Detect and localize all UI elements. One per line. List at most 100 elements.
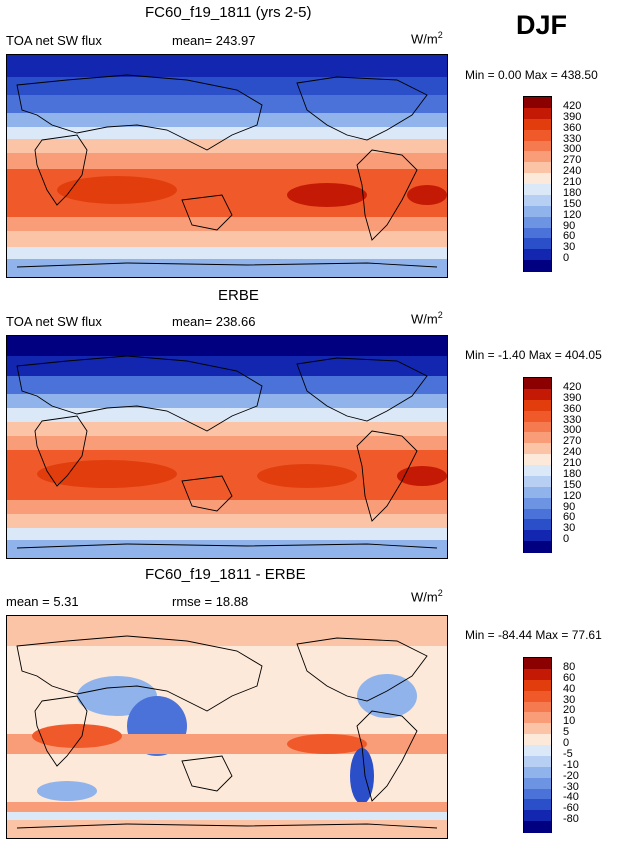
panel-2-title: ERBE	[218, 287, 259, 304]
colorbar-swatch	[524, 486, 551, 499]
colorbar-swatch	[524, 432, 551, 444]
colorbar-swatch	[524, 443, 551, 455]
colorbar-label: 270	[563, 154, 582, 167]
colorbar-label: 150	[563, 478, 582, 491]
colorbar-label: 420	[563, 99, 582, 112]
panel-3-mean: mean = 5.31	[6, 594, 79, 609]
panel-2-colorbar	[523, 377, 552, 553]
colorbar-swatch	[524, 97, 551, 109]
colorbar-label: 60	[563, 511, 576, 524]
colorbar-label: 120	[563, 489, 582, 502]
panel-2-map-svg	[7, 336, 447, 558]
colorbar-swatch	[524, 388, 551, 401]
colorbar-label: 330	[563, 132, 582, 145]
panel-3-rmse: rmse = 18.88	[172, 594, 249, 609]
colorbar-label: 120	[563, 208, 582, 221]
colorbar-swatch	[524, 465, 551, 477]
colorbar-label: 300	[563, 143, 582, 156]
panel-3-title: FC60_f19_1811 - ERBE	[145, 566, 306, 583]
panel-2-map	[6, 335, 448, 559]
colorbar-swatch	[524, 658, 551, 670]
colorbar-label: 30	[563, 522, 576, 535]
colorbar-swatch	[524, 378, 551, 390]
colorbar-label: 210	[563, 176, 582, 188]
colorbar-swatch	[524, 184, 551, 196]
colorbar-swatch	[524, 118, 551, 131]
colorbar-label: 30	[563, 693, 576, 706]
colorbar-swatch	[524, 260, 551, 272]
colorbar-label: 180	[563, 467, 582, 480]
colorbar-swatch	[524, 734, 551, 746]
colorbar-label: -10	[563, 758, 579, 771]
colorbar-swatch	[524, 140, 551, 152]
panel-1-mean: mean= 243.97	[172, 33, 256, 48]
colorbar-label: 180	[563, 186, 582, 199]
panel-3-units: W/m2	[411, 588, 443, 605]
colorbar-label: -60	[563, 802, 579, 815]
colorbar-label: 90	[563, 219, 576, 232]
colorbar-swatch	[524, 216, 551, 228]
panel-1-minmax: Min = 0.00 Max = 438.50	[465, 68, 598, 82]
colorbar-label: 60	[563, 671, 576, 684]
colorbar-swatch	[524, 530, 551, 542]
colorbar-swatch	[524, 690, 551, 702]
colorbar-label: 330	[563, 413, 582, 426]
colorbar-label: 420	[563, 380, 582, 393]
panel-3-minmax: Min = -84.44 Max = 77.61	[465, 628, 602, 642]
colorbar-label: 80	[563, 660, 576, 673]
colorbar-label: 20	[563, 704, 576, 717]
colorbar-swatch	[524, 821, 551, 833]
colorbar-label: 150	[563, 197, 582, 210]
colorbar-label: 0	[563, 737, 570, 749]
colorbar-swatch	[524, 410, 551, 422]
panel-2-mean: mean= 238.66	[172, 314, 256, 329]
colorbar-swatch	[524, 745, 551, 757]
colorbar-label: 0	[563, 533, 570, 546]
colorbar-swatch	[524, 129, 551, 141]
colorbar-swatch	[524, 788, 551, 800]
colorbar-swatch	[524, 421, 551, 433]
colorbar-swatch	[524, 755, 551, 768]
colorbar-label: 240	[563, 165, 582, 178]
colorbar-swatch	[524, 701, 551, 713]
panel-1-title: FC60_f19_1811 (yrs 2-5)	[145, 4, 312, 21]
colorbar-swatch	[524, 766, 551, 779]
colorbar-swatch	[524, 238, 551, 250]
colorbar-label: 10	[563, 715, 576, 728]
panel-1-units: W/m2	[411, 30, 443, 47]
colorbar-swatch	[524, 712, 551, 724]
colorbar-swatch	[524, 205, 551, 218]
colorbar-swatch	[524, 723, 551, 735]
colorbar-swatch	[524, 399, 551, 412]
colorbar-swatch	[524, 508, 551, 520]
colorbar-swatch	[524, 107, 551, 120]
colorbar-swatch	[524, 475, 551, 488]
panel-3-map	[6, 615, 448, 839]
colorbar-swatch	[524, 519, 551, 531]
colorbar-label: 5	[563, 726, 570, 739]
colorbar-swatch	[524, 777, 551, 789]
colorbar-swatch	[524, 454, 551, 466]
colorbar-swatch	[524, 227, 551, 239]
colorbar-swatch	[524, 249, 551, 261]
colorbar-label: 30	[563, 241, 576, 254]
colorbar-label: -40	[563, 791, 579, 804]
colorbar-label: 240	[563, 446, 582, 459]
panel-1-field-label: TOA net SW flux	[6, 33, 102, 48]
colorbar-label: -80	[563, 813, 579, 826]
colorbar-label: 90	[563, 500, 576, 513]
colorbar-label: -30	[563, 780, 579, 793]
colorbar-swatch	[524, 151, 551, 163]
colorbar-label: 0	[563, 252, 570, 265]
colorbar-label: 300	[563, 424, 582, 437]
panel-2-units: W/m2	[411, 310, 443, 327]
colorbar-swatch	[524, 810, 551, 822]
colorbar-label: 390	[563, 110, 582, 123]
panel-3-map-svg	[7, 616, 447, 838]
colorbar-label: 360	[563, 402, 582, 415]
colorbar-label: 60	[563, 230, 576, 243]
season-label: DJF	[516, 10, 568, 40]
colorbar-swatch	[524, 679, 551, 692]
colorbar-label: 390	[563, 391, 582, 404]
colorbar-swatch	[524, 173, 551, 185]
